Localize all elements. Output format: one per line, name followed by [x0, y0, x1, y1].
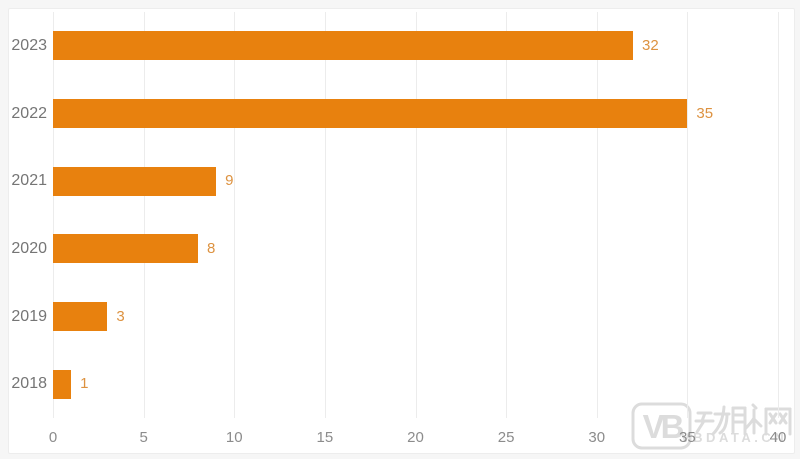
- x-tick-label: 0: [48, 429, 58, 446]
- bar-value-label: 32: [642, 36, 659, 54]
- watermark-url-text: VBDATA.CN: [681, 430, 788, 445]
- x-tick-label: 35: [679, 429, 696, 446]
- bar-value-label: 8: [207, 239, 216, 257]
- watermark-logo-text: VB: [643, 408, 684, 445]
- watermark-logo: VB: [631, 402, 792, 450]
- bar-value-label: 9: [225, 172, 234, 190]
- gridline: [687, 12, 689, 418]
- bar-2020: [53, 234, 198, 264]
- category-label-2023: 2023: [11, 36, 47, 54]
- x-tick-label: 40: [769, 429, 787, 446]
- category-label-2021: 2021: [11, 172, 47, 190]
- gridline: [53, 12, 54, 418]
- gridline: [143, 12, 145, 418]
- gridline: [415, 12, 417, 418]
- plot-area: 32 35 9 8 3 1: [53, 12, 779, 418]
- bar-value-label: 1: [80, 375, 89, 393]
- bar-value-label: 3: [116, 307, 125, 325]
- bar-2023: [53, 31, 633, 61]
- bar-2018: [53, 369, 72, 399]
- x-tick-label: 25: [497, 429, 515, 446]
- category-label-2019: 2019: [11, 307, 47, 325]
- x-tick-label: 5: [139, 429, 148, 446]
- vb-logo-icon: VB: [631, 402, 692, 450]
- category-label-2018: 2018: [11, 375, 47, 393]
- gridline: [324, 12, 326, 418]
- category-label-2022: 2022: [11, 104, 47, 122]
- watermark-cn-text: [694, 403, 792, 436]
- bar-2022: [53, 99, 688, 128]
- gridline: [506, 12, 508, 418]
- bar-value-label: 35: [696, 104, 714, 122]
- bar-2019: [53, 302, 108, 331]
- x-tick-label: 15: [316, 429, 334, 446]
- gridline: [778, 12, 779, 418]
- x-tick-label: 20: [407, 429, 424, 446]
- bar-2021: [53, 166, 217, 196]
- category-label-2020: 2020: [11, 239, 47, 257]
- gridline: [234, 12, 236, 418]
- x-tick-label: 10: [225, 429, 243, 446]
- x-tick-label: 30: [588, 429, 606, 446]
- gridline: [596, 12, 598, 418]
- chart-card: [8, 8, 795, 454]
